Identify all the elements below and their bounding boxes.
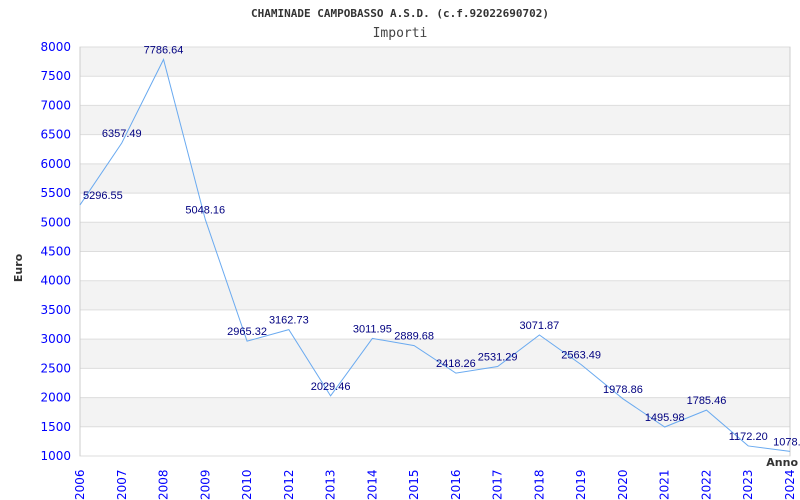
data-label: 3162.73 [269, 315, 309, 327]
x-tick-label: 2014 [365, 469, 379, 500]
y-tick-label: 7000 [40, 98, 71, 112]
x-tick-label: 2020 [616, 469, 630, 500]
data-label: 2965.32 [227, 326, 267, 338]
x-tick-label: 2007 [115, 469, 129, 500]
x-tick-label: 2019 [574, 469, 588, 500]
data-label: 1172.20 [729, 431, 768, 443]
y-tick-label: 4000 [40, 274, 71, 288]
y-tick-label: 8000 [40, 40, 71, 54]
grid-band [80, 105, 790, 135]
data-label: 2418.26 [436, 358, 476, 370]
chart-title: CHAMINADE CAMPOBASSO A.S.D. (c.f.9202269… [251, 7, 549, 20]
x-tick-label: 2016 [449, 469, 463, 500]
grid-band [80, 222, 790, 252]
data-label: 1078.7 [773, 436, 800, 448]
grid-band [80, 280, 790, 310]
data-label: 5048.16 [185, 204, 225, 216]
data-label: 2563.49 [561, 350, 601, 362]
x-tick-label: 2012 [282, 469, 296, 500]
y-tick-label: 5000 [40, 215, 71, 229]
x-tick-label: 2009 [198, 469, 212, 500]
x-tick-label: 2018 [532, 469, 546, 500]
y-tick-label: 5500 [40, 186, 71, 200]
y-tick-label: 4500 [40, 245, 71, 259]
grid-band [80, 163, 790, 194]
data-label: 1785.46 [687, 395, 727, 407]
data-label: 7786.64 [144, 44, 184, 56]
y-tick-label: 6500 [40, 128, 71, 142]
x-tick-label: 2015 [407, 469, 421, 500]
x-tick-label: 2008 [157, 469, 171, 500]
grid-band [80, 47, 790, 77]
series-line [79, 58, 791, 452]
x-tick-label: 2023 [741, 469, 755, 500]
data-label: 1495.98 [645, 412, 685, 424]
x-tick-label: 2006 [73, 469, 87, 500]
data-label: 2029.46 [311, 381, 351, 393]
y-tick-label: 1500 [40, 420, 71, 434]
data-label: 1978.86 [603, 384, 643, 396]
y-tick-label: 3500 [40, 303, 71, 317]
grid-band [80, 339, 790, 369]
chart-subtitle: Importi [373, 26, 428, 41]
x-tick-label: 2022 [699, 469, 713, 500]
y-tick-label: 7500 [40, 69, 71, 83]
y-tick-label: 3000 [40, 332, 71, 346]
grid-band [80, 397, 790, 427]
y-tick-label: 2000 [40, 391, 71, 405]
x-tick-label: 2010 [240, 469, 254, 500]
x-axis-label: Anno [766, 456, 798, 469]
x-tick-label: 2013 [324, 469, 338, 500]
x-tick-label: 2024 [783, 469, 797, 500]
y-tick-label: 1000 [40, 449, 71, 463]
x-tick-label: 2017 [491, 469, 505, 500]
y-tick-label: 6000 [40, 157, 71, 171]
data-label: 3071.87 [520, 320, 560, 332]
data-label: 2889.68 [394, 331, 434, 343]
y-tick-label: 2500 [40, 361, 71, 375]
y-axis-label: Euro [12, 253, 25, 282]
data-label: 6357.49 [102, 128, 142, 140]
data-label: 5296.55 [83, 190, 123, 202]
data-label: 2531.29 [478, 352, 518, 364]
x-tick-label: 2021 [658, 469, 672, 500]
data-label: 3011.95 [353, 323, 392, 335]
